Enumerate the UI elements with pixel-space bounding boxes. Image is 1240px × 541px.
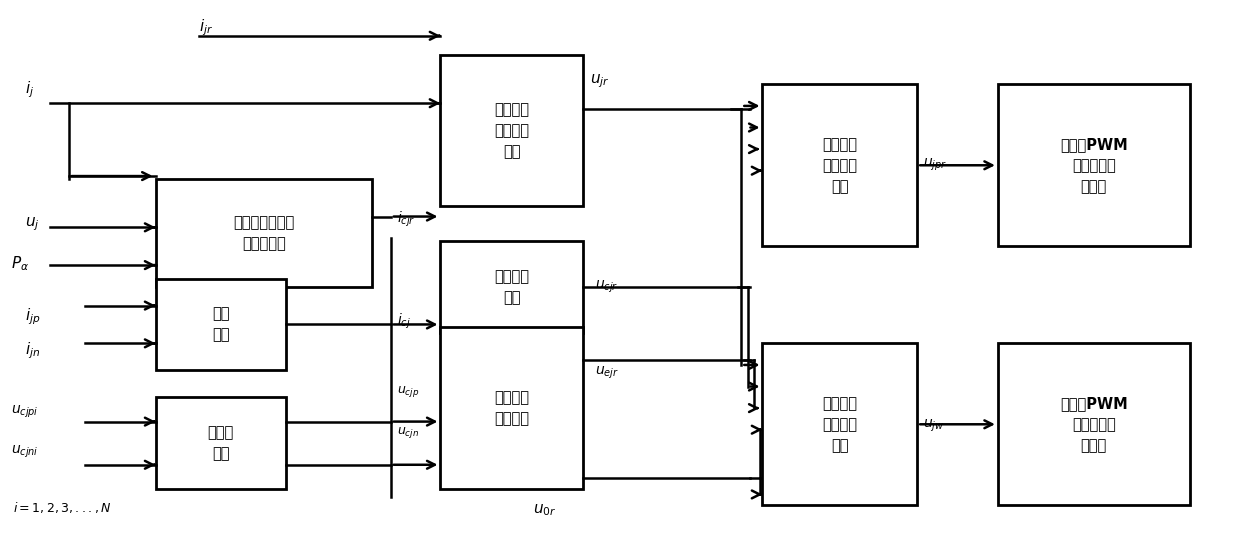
Text: $i_{cj}$: $i_{cj}$ — [397, 312, 410, 332]
Text: $u_{cjn}$: $u_{cjn}$ — [397, 425, 419, 440]
Text: 交流侧相
电流闭环
控制: 交流侧相 电流闭环 控制 — [494, 102, 529, 159]
Text: 环流和零序电压
参考值计算: 环流和零序电压 参考值计算 — [233, 215, 295, 250]
FancyBboxPatch shape — [763, 84, 918, 246]
FancyBboxPatch shape — [998, 84, 1189, 246]
Text: $i_{jr}$: $i_{jr}$ — [198, 17, 213, 38]
FancyBboxPatch shape — [440, 55, 583, 206]
Text: $u_{cjr}$: $u_{cjr}$ — [595, 279, 619, 295]
Text: $u_{cjni}$: $u_{cjni}$ — [11, 444, 38, 460]
Text: $u_j$: $u_j$ — [26, 216, 40, 233]
Text: $u_{cjpi}$: $u_{cjpi}$ — [11, 404, 38, 420]
Text: 计算平
均值: 计算平 均值 — [207, 425, 233, 461]
Text: $i_{jn}$: $i_{jn}$ — [26, 340, 41, 361]
Text: $i_{cjr}$: $i_{cjr}$ — [397, 209, 415, 229]
FancyBboxPatch shape — [155, 179, 372, 287]
Text: $i=1,2,3,...,N$: $i=1,2,3,...,N$ — [14, 500, 112, 516]
Text: $u_{cjp}$: $u_{cjp}$ — [397, 385, 419, 399]
Text: 上桥臂PWM
调制及子模
块均压: 上桥臂PWM 调制及子模 块均压 — [1060, 137, 1127, 194]
Text: 上桥臂电
压参考值
计算: 上桥臂电 压参考值 计算 — [822, 137, 857, 194]
FancyBboxPatch shape — [763, 344, 918, 505]
FancyBboxPatch shape — [998, 344, 1189, 505]
Text: $u_{ejr}$: $u_{ejr}$ — [595, 365, 619, 381]
Text: 下桥臂电
压参考值
计算: 下桥臂电 压参考值 计算 — [822, 396, 857, 453]
Text: $u_{jw}$: $u_{jw}$ — [924, 417, 945, 433]
Text: $u_{jr}$: $u_{jr}$ — [590, 73, 610, 90]
Text: $i_j$: $i_j$ — [26, 80, 35, 100]
Text: 计算
环流: 计算 环流 — [212, 306, 229, 342]
Text: $P_{\alpha}$: $P_{\alpha}$ — [11, 254, 29, 273]
Text: $u_{0r}$: $u_{0r}$ — [533, 503, 557, 518]
FancyBboxPatch shape — [155, 397, 285, 489]
Text: 环流闭环
控制: 环流闭环 控制 — [494, 269, 529, 305]
FancyBboxPatch shape — [440, 327, 583, 489]
FancyBboxPatch shape — [440, 241, 583, 333]
Text: 下桥臂PWM
调制及子模
块均压: 下桥臂PWM 调制及子模 块均压 — [1060, 396, 1127, 453]
Text: 桥臂能量
平衡控制: 桥臂能量 平衡控制 — [494, 390, 529, 426]
Text: $u_{jpr}$: $u_{jpr}$ — [924, 157, 947, 174]
Text: $i_{jp}$: $i_{jp}$ — [26, 306, 41, 327]
FancyBboxPatch shape — [155, 279, 285, 371]
